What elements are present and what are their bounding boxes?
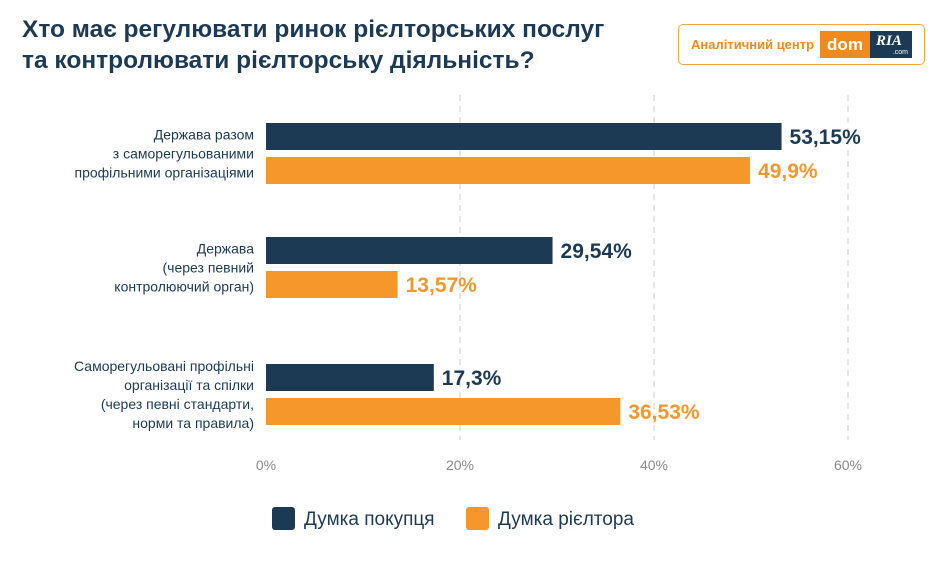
legend-label-1: Думка рієлтора (498, 509, 634, 530)
bar-buyer-2 (266, 364, 434, 391)
legend-swatch-0 (272, 507, 295, 530)
value-label-buyer-2: 17,3% (442, 367, 502, 390)
bar-buyer-1 (266, 237, 553, 264)
value-label-realtor-0: 49,9% (758, 160, 818, 183)
value-label-buyer-1: 29,54% (561, 240, 633, 263)
domria-logo: dom RIA .com (820, 31, 912, 58)
category-label-2-line-1: організації та спілки (124, 377, 254, 393)
category-label-0-line-2: профільними організаціями (75, 165, 255, 181)
legend-label-0: Думка покупця (304, 509, 435, 530)
logo-ria-part: RIA .com (870, 31, 912, 58)
logo-ria-sub: .com (892, 49, 908, 56)
analytics-center-badge: Аналітичний центр dom RIA .com (678, 24, 925, 65)
logo-dom-part: dom (820, 31, 870, 58)
logo-ria-text: RIA (876, 33, 902, 49)
value-label-realtor-1: 13,57% (406, 274, 478, 297)
value-label-realtor-2: 36,53% (628, 401, 700, 424)
chart-title-line-2: та контролювати рієлторську діяльність? (22, 47, 535, 74)
category-label-0-line-0: Держава разом (154, 127, 254, 143)
bar-buyer-0 (266, 123, 782, 150)
value-label-buyer-0: 53,15% (790, 126, 862, 149)
badge-text: Аналітичний центр (691, 37, 815, 52)
bar-realtor-0 (266, 157, 751, 184)
bar-realtor-1 (266, 271, 398, 298)
x-tick-label-3: 60% (834, 457, 862, 473)
category-label-0-line-1: з саморегульованими (113, 146, 254, 162)
category-label-2-line-2: (через певні стандарти, (101, 396, 254, 412)
category-label-1-line-0: Держава (197, 241, 254, 257)
category-label-1-line-2: контролюючий орган) (114, 279, 254, 295)
category-label-2-line-0: Саморегульовані профільні (74, 358, 254, 374)
chart-title-line-1: Хто має регулювати ринок рієлторських по… (22, 16, 605, 43)
x-tick-label-2: 40% (640, 457, 668, 473)
bar-realtor-2 (266, 398, 621, 425)
category-label-1-line-1: (через певний (163, 260, 255, 276)
category-label-2-line-3: норми та правила) (132, 415, 254, 431)
x-tick-label-0: 0% (256, 457, 276, 473)
x-tick-label-1: 20% (446, 457, 474, 473)
chart-title: Хто має регулювати ринок рієлторських по… (22, 14, 642, 76)
legend-swatch-1 (466, 507, 489, 530)
